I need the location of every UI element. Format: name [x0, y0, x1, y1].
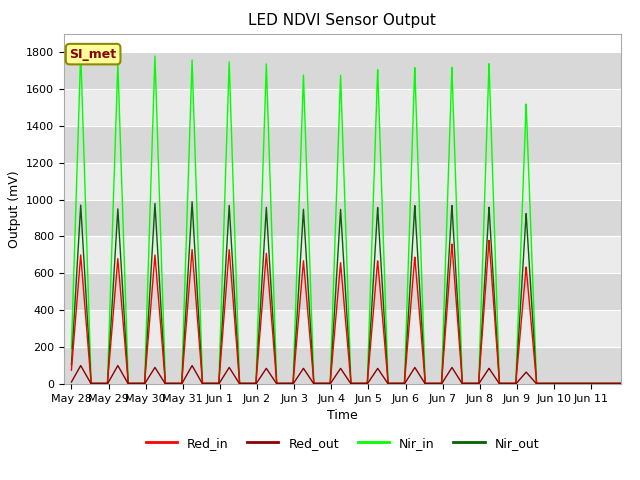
Bar: [64, 163, 621, 200]
Title: LED NDVI Sensor Output: LED NDVI Sensor Output: [248, 13, 436, 28]
Bar: [64, 89, 621, 126]
Bar: [64, 310, 621, 347]
Bar: [64, 126, 621, 163]
Bar: [64, 347, 621, 384]
Bar: [64, 200, 621, 237]
X-axis label: Time: Time: [327, 409, 358, 422]
Bar: [64, 52, 621, 89]
Y-axis label: Output (mV): Output (mV): [8, 170, 20, 248]
Bar: [64, 273, 621, 310]
Text: SI_met: SI_met: [70, 48, 116, 60]
Bar: [64, 237, 621, 273]
Legend: Red_in, Red_out, Nir_in, Nir_out: Red_in, Red_out, Nir_in, Nir_out: [141, 432, 544, 455]
